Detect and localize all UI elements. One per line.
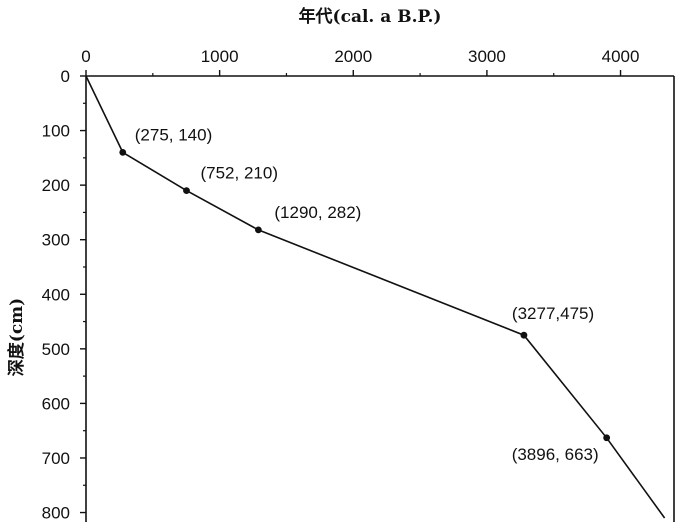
- data-point-label: (275, 140): [135, 125, 213, 144]
- y-axis-ticks: 0 100 200 300 400 500 600 700 800: [42, 67, 86, 523]
- axes: [85, 75, 675, 522]
- y-tick-label: 200: [42, 176, 70, 195]
- x-tick-label: 1000: [201, 47, 239, 66]
- data-point: [183, 187, 190, 194]
- y-axis-title: 深度(cm): [6, 298, 27, 376]
- data-point: [254, 226, 262, 234]
- data-point: [119, 148, 127, 156]
- x-tick-label: 4000: [602, 47, 640, 66]
- data-point-label: (752, 210): [200, 164, 278, 183]
- data-point-label: (1290, 282): [274, 203, 361, 222]
- data-point: [520, 331, 528, 339]
- x-tick-label: 3000: [468, 47, 506, 66]
- y-tick-label: 600: [42, 394, 70, 413]
- y-tick-label: 500: [42, 340, 70, 359]
- y-tick-label: 100: [42, 122, 70, 141]
- x-axis-title: 年代(cal. a B.P.): [299, 6, 442, 27]
- plot-area: (275, 140) (752, 210) (1290, 282) (3277,475…: [85, 75, 666, 519]
- x-tick-label: 2000: [334, 47, 372, 66]
- x-tick-label: 0: [81, 47, 90, 66]
- y-tick-label: 800: [42, 504, 70, 523]
- y-tick-label: 400: [42, 285, 70, 304]
- data-point-label: (3277,475): [512, 304, 594, 323]
- x-axis-ticks: 0 1000 2000 3000 4000: [81, 47, 639, 76]
- y-tick-label: 700: [42, 449, 70, 468]
- data-point: [603, 434, 611, 442]
- y-tick-label: 300: [42, 231, 70, 250]
- data-point-label: (3896, 663): [512, 445, 599, 464]
- y-tick-label: 0: [61, 67, 70, 86]
